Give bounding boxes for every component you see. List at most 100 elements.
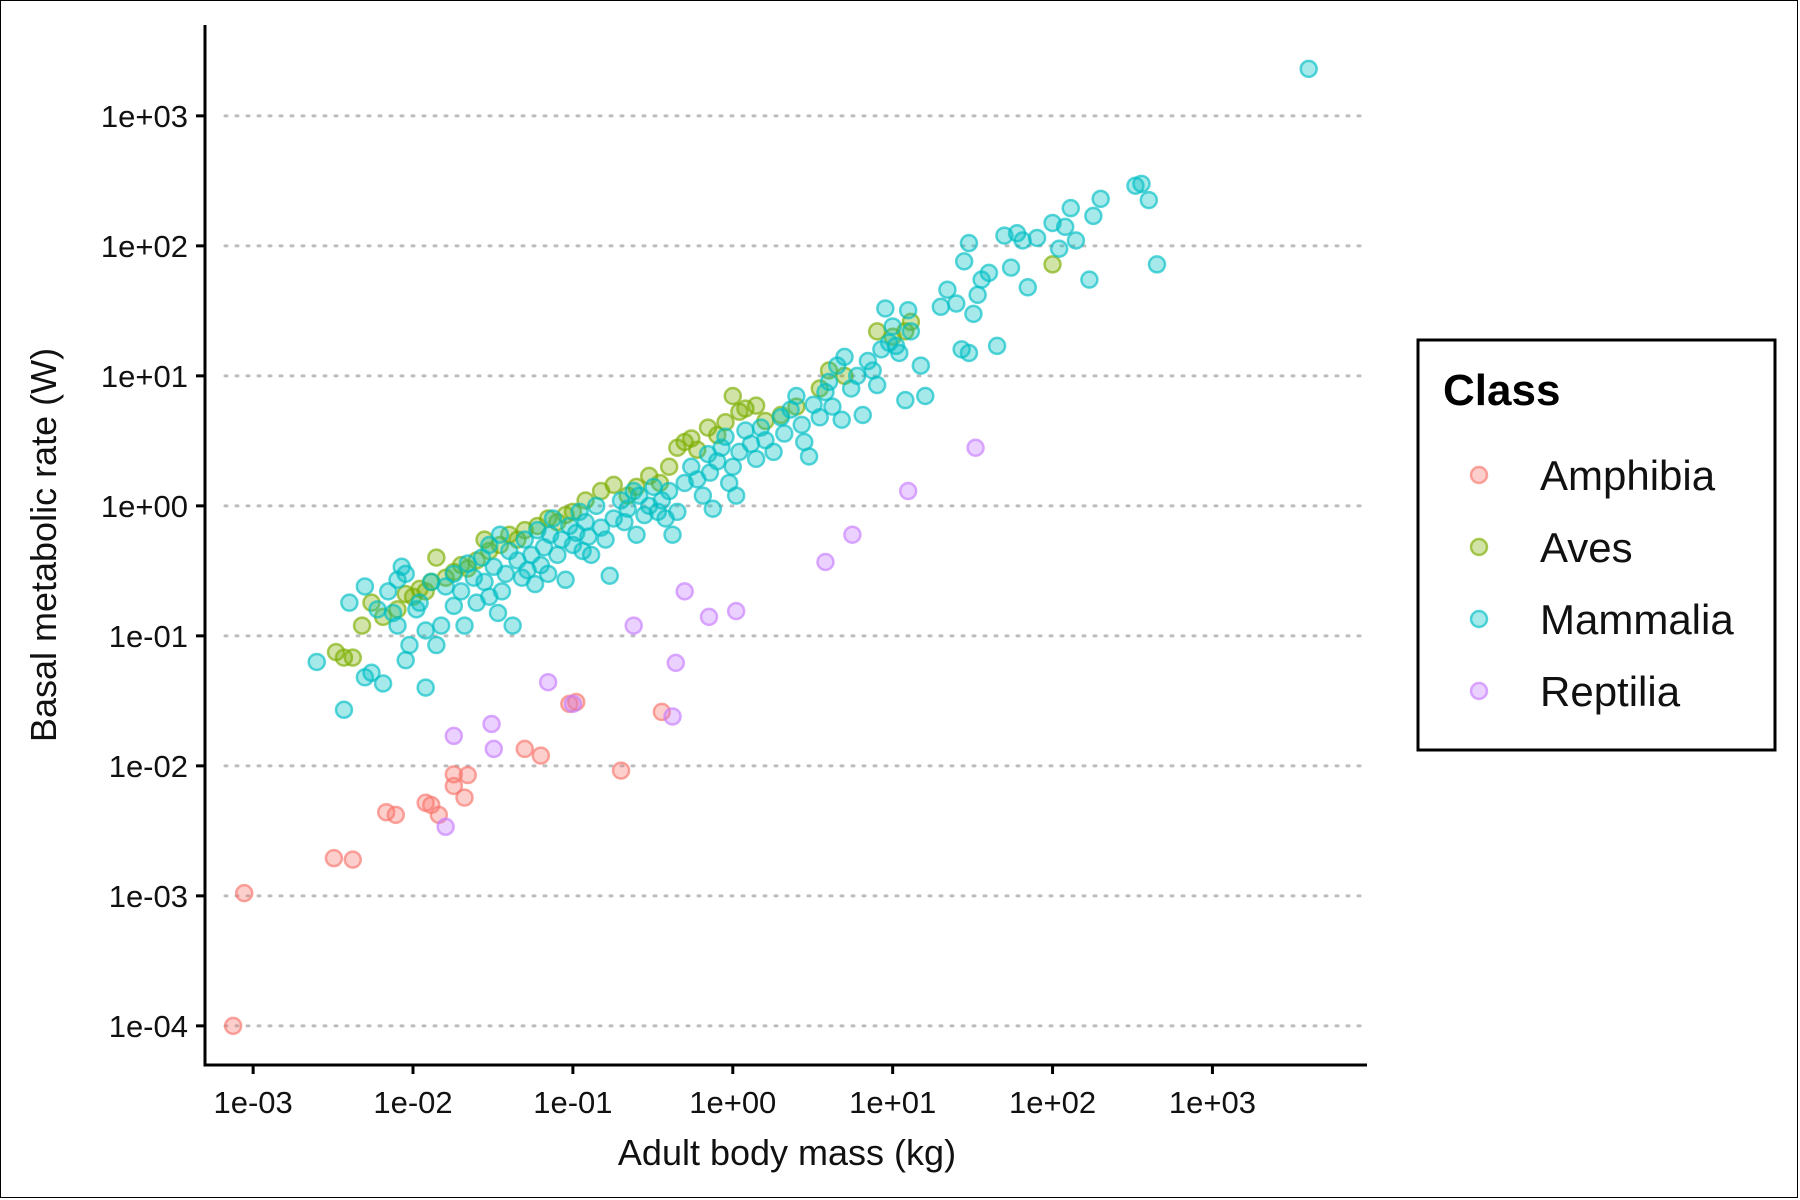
point-mammalia [723,457,743,476]
point-aves [604,475,623,495]
point-mammalia [503,616,522,635]
point-mammalia [787,386,806,406]
point-mammalia [1066,231,1086,250]
point-amphibia [515,739,535,759]
point-mammalia [604,509,623,528]
legend-key-aves [1469,537,1489,557]
point-mammalia [455,616,474,635]
point-mammalia [388,616,407,635]
legend-entries: Amphibia Aves Mammalia Reptilia [1469,452,1734,715]
legend-key-reptilia [1469,681,1489,701]
series-amphibia [223,692,672,1036]
point-reptilia [538,672,558,692]
point-aves [723,386,743,406]
point-mammalia [416,678,435,697]
point-mammalia [410,593,429,612]
point-reptilia [816,552,835,572]
x-tick-label: 1e+00 [689,1085,776,1120]
point-reptilia [843,525,862,544]
point-amphibia [531,746,551,765]
data-points [223,59,1318,1036]
point-reptilia [699,607,719,627]
point-mammalia [1027,228,1047,248]
x-tick-label: 1e-02 [373,1085,452,1120]
legend-box [1416,338,1777,752]
gridlines [223,114,1364,1028]
point-amphibia [458,765,478,785]
point-mammalia [444,564,464,584]
point-mammalia [898,300,918,320]
point-mammalia [1139,190,1159,210]
point-reptilia [726,601,746,621]
y-axis-title: Basal metabolic rate (W) [23,348,64,742]
point-mammalia [1061,198,1081,218]
point-mammalia [911,356,931,375]
y-tick-label: 1e+03 [101,99,188,134]
series-reptilia [436,438,985,837]
point-reptilia [563,694,583,714]
point-mammalia [883,317,902,336]
point-mammalia [416,621,435,640]
point-mammalia [746,449,766,469]
x-tick-label: 1e+02 [1009,1085,1096,1120]
point-mammalia [587,496,606,516]
point-aves [352,616,372,635]
y-tick-label: 1e-01 [109,619,188,654]
x-tick-label: 1e-03 [213,1085,292,1120]
point-mammalia [959,343,979,363]
point-reptilia [675,582,694,601]
point-mammalia [515,530,535,549]
point-reptilia [966,438,985,457]
point-mammalia [396,564,415,584]
point-mammalia [968,285,987,305]
legend-entry-amphibia: Amphibia [1469,452,1716,499]
point-mammalia [496,564,515,584]
y-tick-label: 1e+01 [101,359,188,394]
point-mammalia [579,527,598,546]
point-mammalia [938,280,957,299]
point-amphibia [652,702,672,722]
point-reptilia [482,714,501,734]
point-mammalia [890,343,909,363]
point-mammalia [916,386,935,406]
x-tick-label: 1e+01 [849,1085,936,1120]
point-mammalia [596,530,615,549]
point-aves [343,648,363,667]
point-mammalia [355,577,375,596]
point-mammalia [764,442,783,462]
point-mammalia [1001,258,1021,277]
point-mammalia [853,405,873,425]
y-tick-label: 1e-03 [109,879,188,914]
point-mammalia [832,410,851,429]
point-mammalia [823,397,842,416]
point-mammalia [858,351,878,371]
legend-entry-mammalia: Mammalia [1469,596,1734,643]
point-mammalia [576,512,595,532]
point-mammalia [703,499,723,519]
point-mammalia [618,499,637,519]
point-mammalia [835,347,854,367]
point-reptilia [436,817,455,837]
point-mammalia [810,408,830,427]
y-tick-label: 1e-04 [109,1009,188,1044]
point-mammalia [1132,174,1151,194]
point-aves [427,548,446,567]
point-amphibia [343,850,363,869]
point-mammalia [659,481,679,501]
point-reptilia [444,726,464,746]
legend: Class Amphibia Aves Mammalia Reptilia [1416,338,1777,752]
point-mammalia [444,596,464,616]
point-mammalia [615,512,634,532]
y-tick-label: 1e-02 [109,749,188,784]
legend-key-mammalia [1469,609,1489,629]
point-mammalia [307,652,327,672]
series-mammalia [307,59,1318,720]
point-mammalia [979,263,999,283]
legend-label: Aves [1540,524,1633,571]
legend-label: Mammalia [1540,596,1734,643]
point-mammalia [1147,255,1167,274]
point-reptilia [898,481,918,501]
point-mammalia [548,545,567,565]
